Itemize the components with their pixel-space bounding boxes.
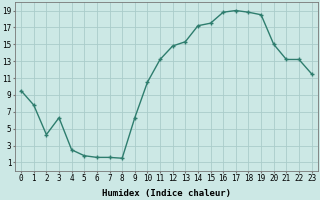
X-axis label: Humidex (Indice chaleur): Humidex (Indice chaleur) (102, 189, 231, 198)
